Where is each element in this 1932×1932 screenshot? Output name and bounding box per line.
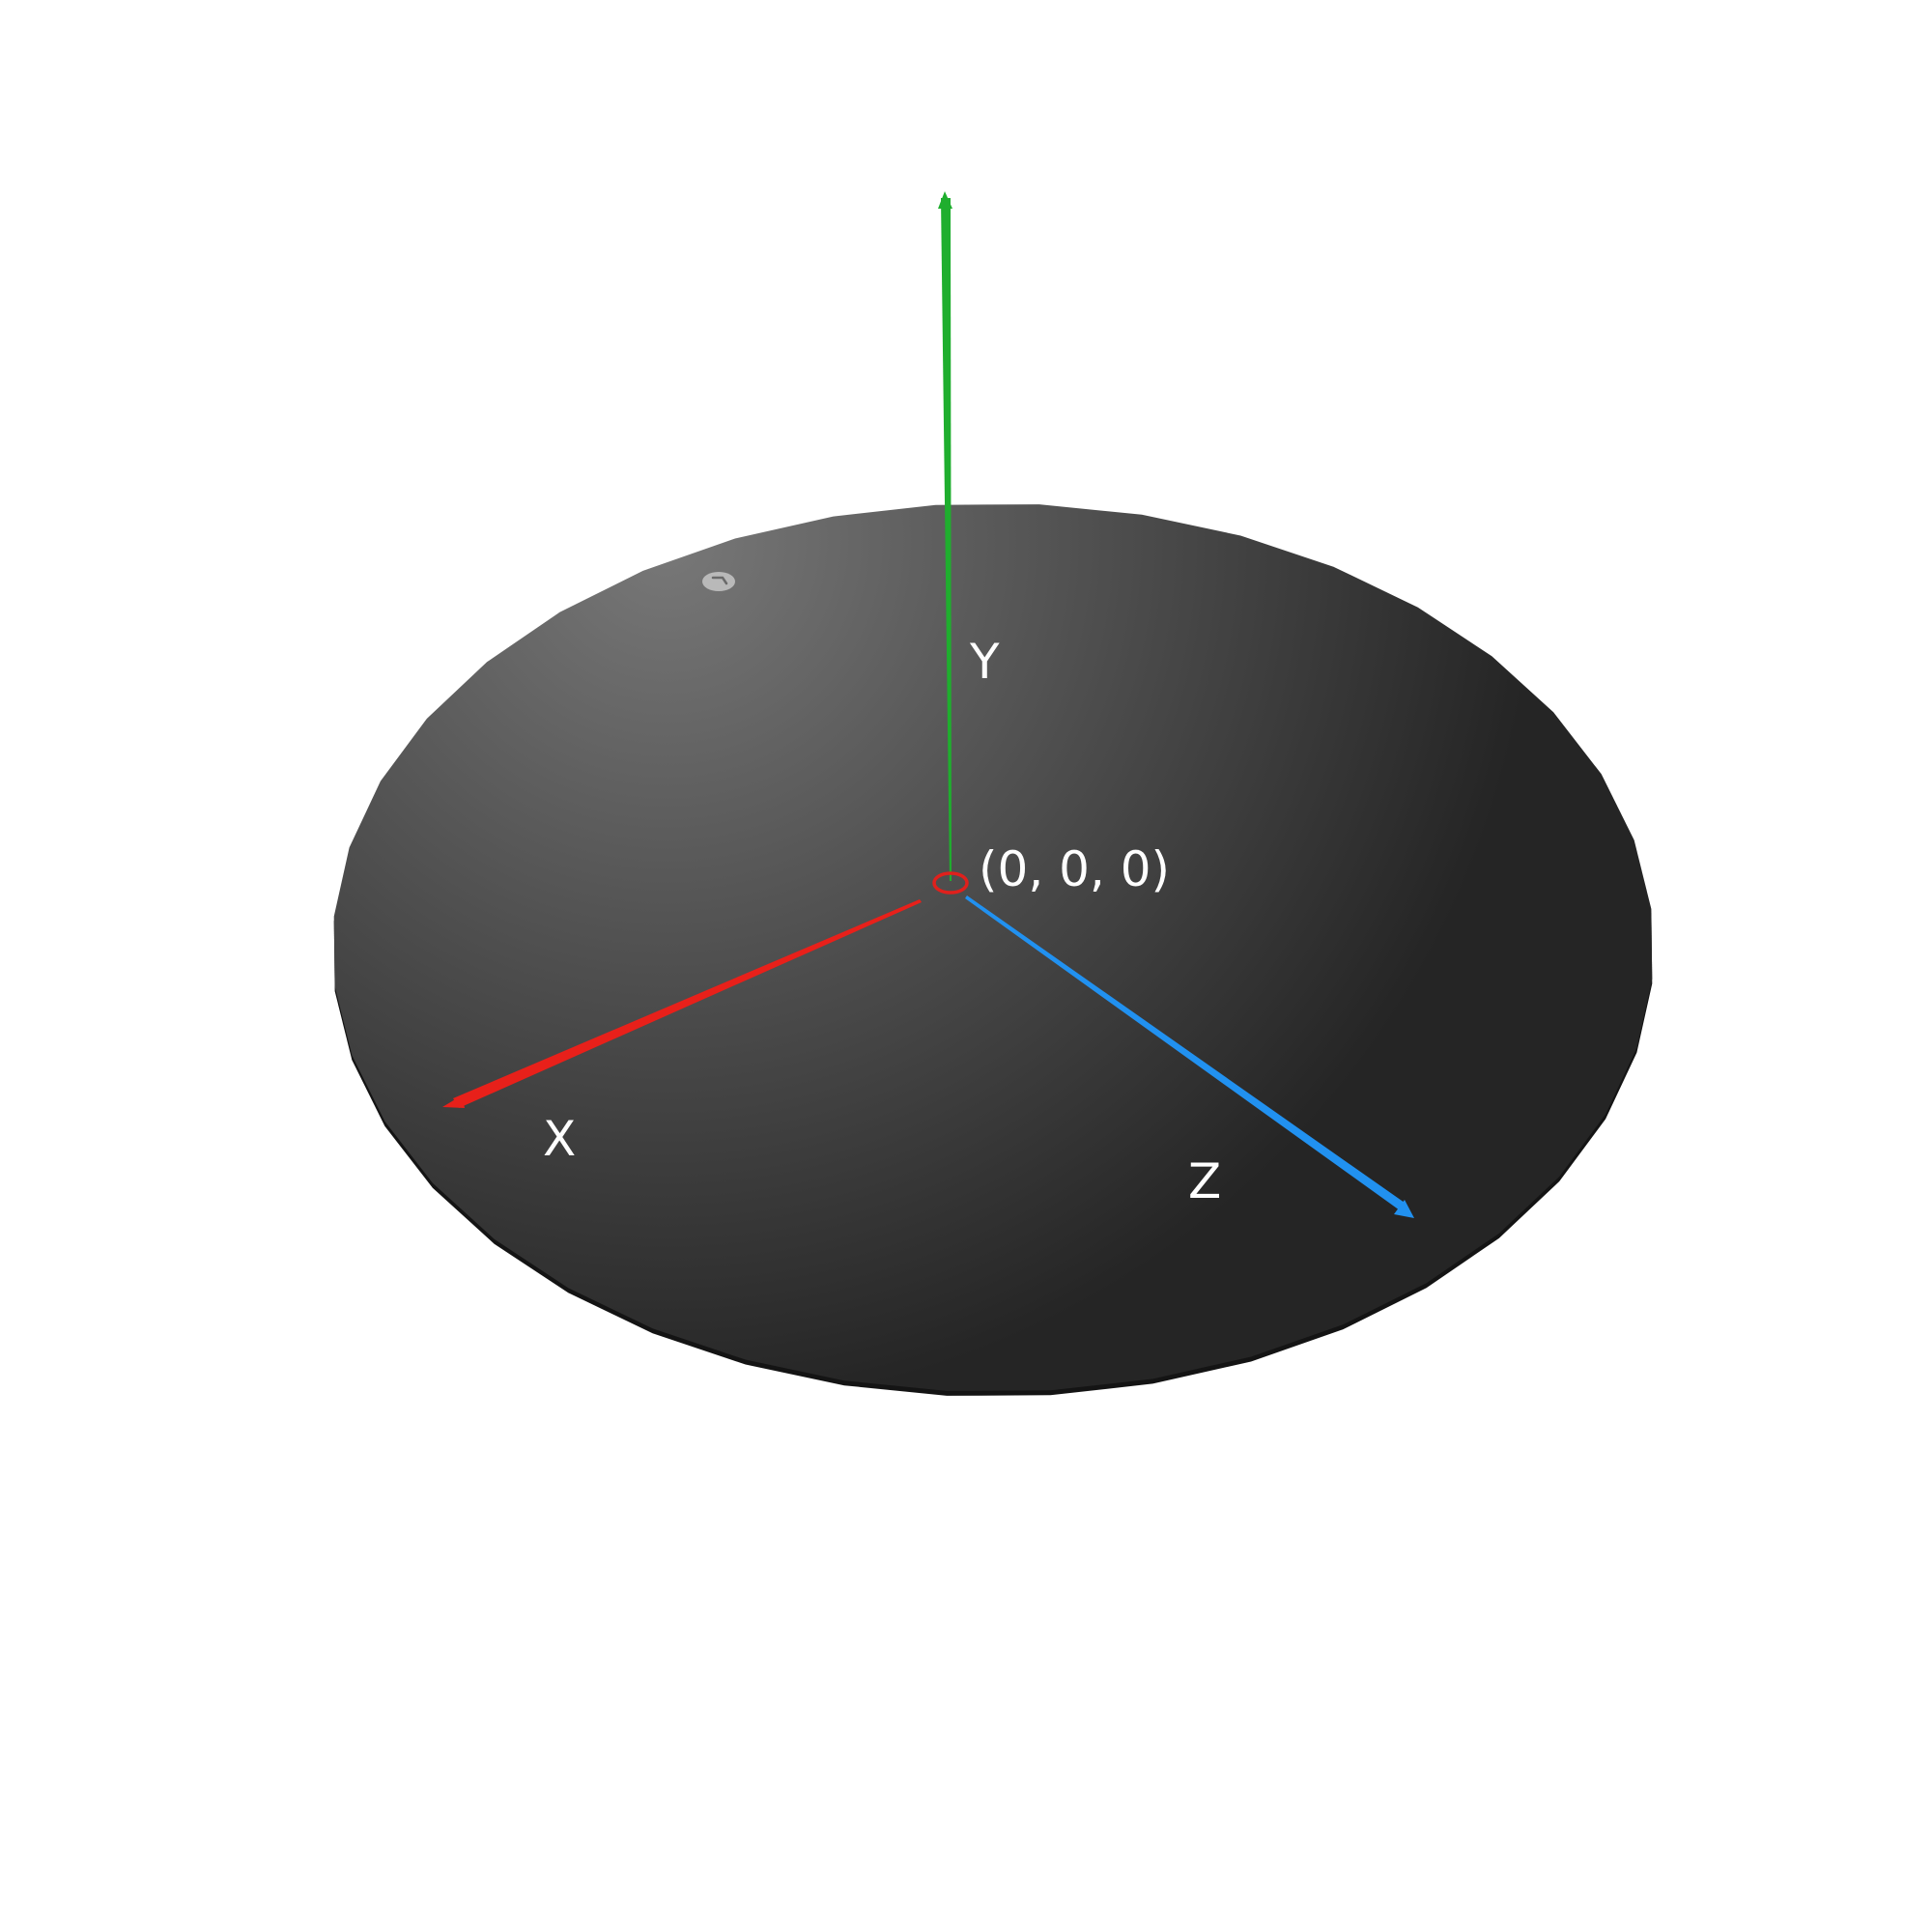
x-axis: [442, 899, 922, 1108]
y-axis-arrowhead: [938, 191, 952, 209]
origin-label: (0, 0, 0): [979, 841, 1170, 897]
x-axis-arrowhead: [442, 1095, 465, 1108]
x-axis-label: X: [543, 1111, 576, 1167]
y-axis-shaft: [941, 198, 952, 881]
disc-marker-icon: [702, 572, 735, 591]
x-axis-shaft: [453, 899, 922, 1108]
z-axis-shaft: [965, 895, 1405, 1210]
ground-disc: [333, 504, 1653, 1391]
z-axis: [965, 895, 1414, 1218]
y-axis-label: Y: [969, 634, 1000, 690]
origin-marker-icon: [932, 871, 969, 895]
z-axis-arrowhead: [1394, 1200, 1414, 1218]
y-axis: [938, 191, 952, 881]
z-axis-label: Z: [1188, 1153, 1221, 1209]
